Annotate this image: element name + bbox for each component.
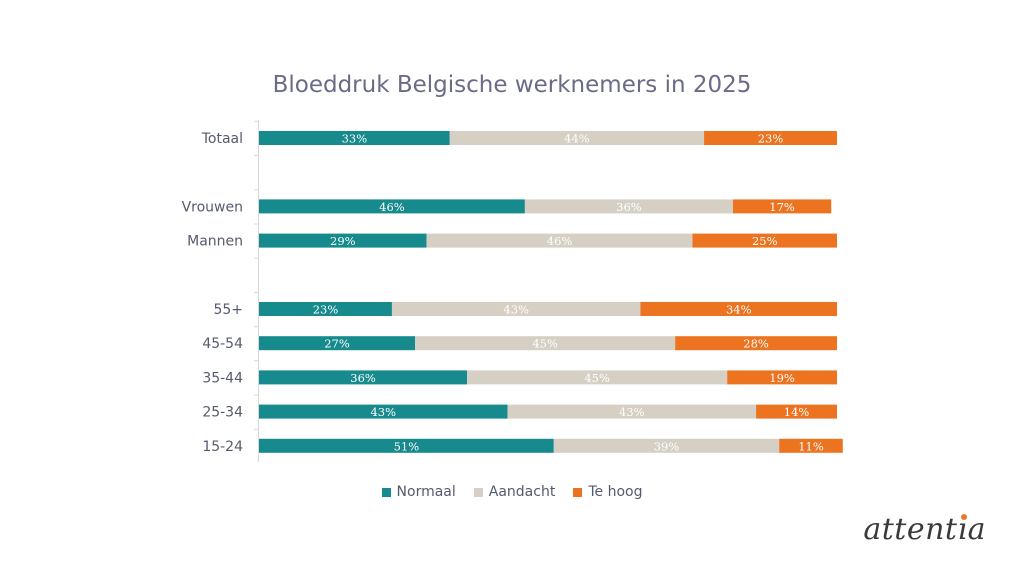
bar-segment-te-hoog xyxy=(692,233,837,248)
bar-segment-te-hoog xyxy=(756,404,837,419)
data-label: 11% xyxy=(798,439,824,453)
bar-segment-aandacht xyxy=(391,302,641,316)
bar-segment-normaal xyxy=(259,302,392,316)
data-label: 46% xyxy=(547,234,573,248)
legend: Normaal Aandacht Te hoog xyxy=(0,484,1024,500)
bar-segment-normaal xyxy=(259,336,416,351)
data-label: 39% xyxy=(654,439,680,453)
bar-segment-te-hoog xyxy=(704,131,837,145)
data-label: 43% xyxy=(503,303,529,317)
legend-item: Te hoog xyxy=(573,484,642,500)
bar-segment-aandacht xyxy=(449,131,705,145)
legend-label: Normaal xyxy=(396,484,456,500)
bar-segment-aandacht xyxy=(524,199,733,214)
data-label: 36% xyxy=(616,200,642,214)
data-label: 45% xyxy=(532,337,558,351)
data-label: 29% xyxy=(330,234,356,248)
category-label: 45-54 xyxy=(202,336,243,352)
data-label: 17% xyxy=(769,200,795,214)
bar-segment-normaal xyxy=(259,370,468,385)
legend-swatch xyxy=(381,487,391,497)
bar-segment-te-hoog xyxy=(732,199,832,214)
category-label: 25-34 xyxy=(202,405,243,421)
category-label: Vrouwen xyxy=(182,199,243,215)
legend-item: Aandacht xyxy=(473,484,556,500)
bar-segment-te-hoog xyxy=(675,336,837,351)
bar-segment-normaal xyxy=(259,233,427,248)
bar-segment-aandacht xyxy=(553,438,780,453)
bar-segment-te-hoog xyxy=(779,438,843,453)
data-label: 28% xyxy=(743,337,769,351)
attentia-logo: attentı a xyxy=(863,512,986,547)
data-label: 43% xyxy=(370,405,396,419)
data-label: 36% xyxy=(350,371,376,385)
data-label: 51% xyxy=(394,439,420,453)
bar-segment-normaal xyxy=(259,438,554,453)
data-label: 19% xyxy=(769,371,795,385)
legend-label: Te hoog xyxy=(588,484,643,500)
category-label: Totaal xyxy=(201,131,243,147)
bar-segment-te-hoog xyxy=(727,370,837,385)
bar-segment-aandacht xyxy=(415,336,676,351)
category-label: 55+ xyxy=(213,302,243,318)
data-label: 34% xyxy=(726,303,752,317)
data-label: 46% xyxy=(379,200,405,214)
bar-segment-aandacht xyxy=(426,233,693,248)
data-label: 23% xyxy=(758,132,784,146)
data-label: 43% xyxy=(619,405,645,419)
category-label: 35-44 xyxy=(202,370,243,386)
bar-segment-normaal xyxy=(259,404,508,419)
bar-segment-normaal xyxy=(259,131,450,145)
legend-swatch xyxy=(473,487,483,497)
legend-item: Normaal xyxy=(381,484,456,500)
data-label: 23% xyxy=(313,303,339,317)
data-label: 45% xyxy=(584,371,610,385)
data-label: 14% xyxy=(784,405,810,419)
data-label: 44% xyxy=(564,132,590,146)
category-label: Mannen xyxy=(187,234,243,250)
bar-segment-aandacht xyxy=(467,370,728,385)
chart-title: Bloeddruk Belgische werknemers in 2025 xyxy=(272,72,752,98)
data-label: 33% xyxy=(342,132,368,146)
legend-label: Aandacht xyxy=(488,484,556,500)
bar-segment-normaal xyxy=(259,199,525,214)
data-label: 27% xyxy=(324,337,350,351)
data-label: 25% xyxy=(752,234,778,248)
legend-swatch xyxy=(573,487,583,497)
bar-segment-aandacht xyxy=(507,404,757,419)
bar-segment-te-hoog xyxy=(640,302,837,316)
category-label: 15-24 xyxy=(202,439,243,455)
